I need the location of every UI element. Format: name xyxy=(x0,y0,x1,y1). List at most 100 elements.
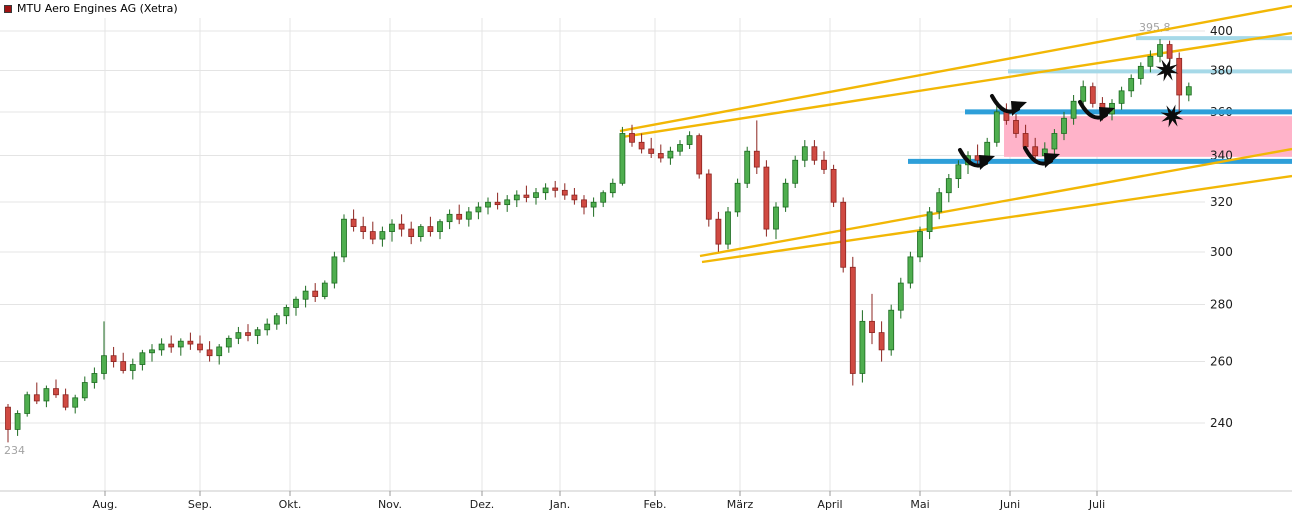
candle-body xyxy=(667,150,674,159)
candle-body xyxy=(696,135,703,175)
candle-body xyxy=(1080,86,1087,102)
candle-body xyxy=(1185,86,1192,96)
candle-body xyxy=(302,290,309,300)
candle-body xyxy=(206,349,213,357)
x-axis-label: Juli xyxy=(1088,498,1105,511)
candle-body xyxy=(888,309,895,351)
candle-body xyxy=(1061,117,1067,134)
y-axis-label-280: 280 xyxy=(1210,298,1233,312)
candle-body xyxy=(379,231,386,240)
candle-body xyxy=(273,315,280,325)
candle-body xyxy=(782,182,789,208)
candle-body xyxy=(609,182,616,194)
candle-body xyxy=(465,211,472,220)
candle-body xyxy=(494,201,501,206)
y-axis-label-260: 260 xyxy=(1210,355,1233,369)
candle-body xyxy=(408,228,415,237)
candle-body xyxy=(398,223,405,230)
candle-body xyxy=(993,111,1000,143)
candle-body xyxy=(389,223,395,232)
x-axis-label: Mai xyxy=(910,498,929,511)
candle-body xyxy=(321,282,328,297)
x-axis-label: Okt. xyxy=(279,498,302,511)
chart-legend: MTU Aero Engines AG (Xetra) xyxy=(4,2,178,15)
candle-body xyxy=(1013,120,1019,134)
candle-body xyxy=(293,298,299,308)
candle-body xyxy=(24,394,31,414)
candle-body xyxy=(840,201,847,268)
x-axis-label: Sep. xyxy=(188,498,212,511)
candle-body xyxy=(1176,57,1183,96)
y-axis-label-300: 300 xyxy=(1210,245,1233,259)
bounce-arrow-2[interactable] xyxy=(990,94,1027,116)
candle-body xyxy=(101,355,107,374)
candle-body xyxy=(139,352,146,365)
axis-labels-layer: 240260280300320340360380400Aug.Sep.Okt.N… xyxy=(4,21,1233,511)
candle-body xyxy=(744,150,751,184)
candle-body xyxy=(360,226,367,232)
x-axis-label: Aug. xyxy=(93,498,118,511)
candle-body xyxy=(1137,65,1144,79)
impact-star-1[interactable] xyxy=(1155,58,1179,82)
x-axis-label: Nov. xyxy=(378,498,402,511)
impact-star-2[interactable] xyxy=(1160,104,1184,128)
candle-body xyxy=(1089,86,1096,104)
candle-body xyxy=(417,226,424,237)
candle-body xyxy=(859,320,866,374)
candle-body xyxy=(225,337,232,348)
legend-swatch-icon xyxy=(4,4,12,13)
candle-body xyxy=(821,159,827,170)
candle-body xyxy=(811,146,818,161)
candle-body xyxy=(705,173,712,220)
candle-body xyxy=(763,166,770,230)
candle-body xyxy=(331,256,338,284)
trend-channel-lower-a[interactable] xyxy=(699,147,1292,258)
candle-body xyxy=(475,206,482,213)
candle-body xyxy=(907,256,914,284)
x-axis-label: Juni xyxy=(999,498,1020,511)
bounce-arrow-4[interactable] xyxy=(1078,100,1115,122)
candle-body xyxy=(158,343,165,351)
trend-channel-upper-a[interactable] xyxy=(619,4,1292,133)
candle-body xyxy=(801,146,808,161)
candle-body xyxy=(1070,100,1077,119)
candle-body xyxy=(110,355,117,362)
candle-body xyxy=(629,133,635,143)
bounce-arrow-3[interactable] xyxy=(1023,146,1060,168)
candle-body xyxy=(1157,44,1163,57)
y-axis-label-240: 240 xyxy=(1210,416,1233,430)
candle-body xyxy=(53,388,59,396)
candle-body xyxy=(187,340,194,345)
candle-body xyxy=(753,150,760,168)
grid-layer xyxy=(0,18,1292,496)
candle-body xyxy=(657,153,664,159)
candle-body xyxy=(552,187,559,191)
candle-body xyxy=(235,332,242,339)
trend-channel-lower-b[interactable] xyxy=(701,174,1292,264)
candle-body xyxy=(897,282,904,311)
bounce-arrow-1[interactable] xyxy=(958,148,995,170)
candle-body xyxy=(1166,44,1173,59)
candle-body xyxy=(830,168,837,203)
candle-body xyxy=(1128,78,1135,92)
candle-body xyxy=(427,226,434,232)
candle-body xyxy=(129,364,136,371)
candle-body xyxy=(581,199,587,208)
trend-channel-upper-b[interactable] xyxy=(621,31,1292,139)
chart-title: MTU Aero Engines AG (Xetra) xyxy=(17,2,178,15)
candle-body xyxy=(1147,55,1154,67)
candle-body xyxy=(456,213,463,220)
x-axis-label: Feb. xyxy=(644,498,667,511)
candle-body xyxy=(177,340,184,348)
candle-body xyxy=(43,388,50,402)
candle-body xyxy=(561,189,568,196)
candle-body xyxy=(648,148,655,154)
candle-body xyxy=(245,332,251,336)
candle-body xyxy=(283,307,290,317)
candle-body xyxy=(1118,90,1125,104)
candle-body xyxy=(504,199,511,206)
candle-body xyxy=(485,201,491,208)
candle-body xyxy=(168,343,175,348)
candle-body xyxy=(350,218,357,228)
